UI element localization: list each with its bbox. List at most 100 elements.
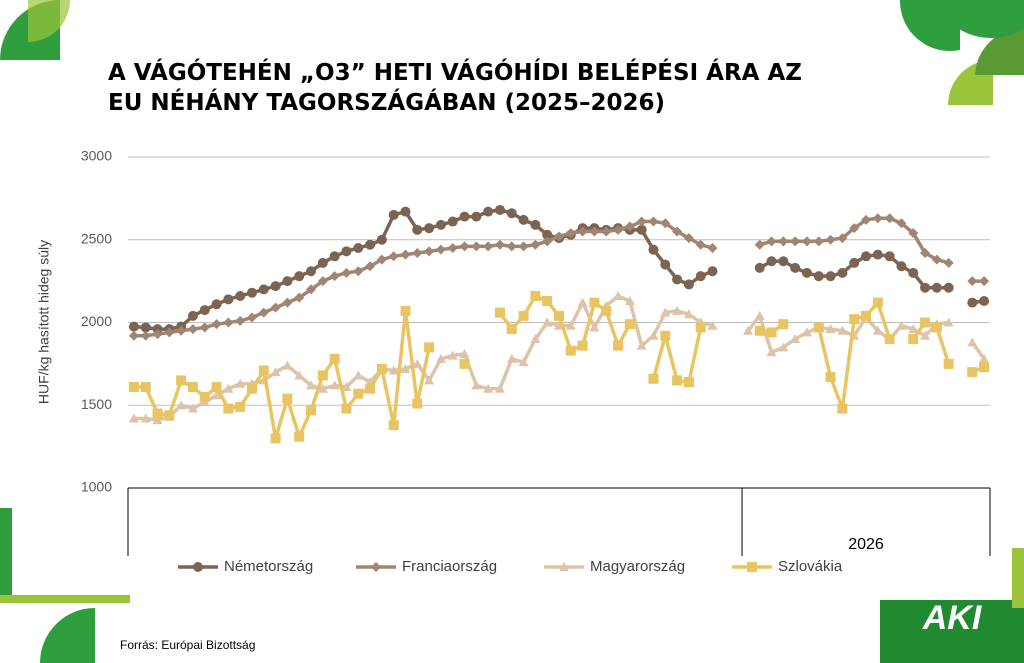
marker xyxy=(223,294,234,305)
marker xyxy=(967,276,978,287)
marker xyxy=(365,239,376,250)
marker xyxy=(837,233,848,244)
marker xyxy=(624,221,635,232)
marker xyxy=(258,284,269,295)
marker xyxy=(530,334,541,344)
marker xyxy=(246,383,257,394)
marker xyxy=(294,292,305,303)
marker xyxy=(943,257,954,268)
marker xyxy=(695,239,706,250)
marker xyxy=(518,357,529,367)
legend-marker xyxy=(193,562,203,572)
marker xyxy=(565,228,576,239)
marker xyxy=(258,307,269,318)
marker xyxy=(223,383,234,393)
marker xyxy=(648,330,659,340)
marker xyxy=(707,266,718,277)
marker xyxy=(353,243,364,254)
marker xyxy=(235,378,246,388)
marker xyxy=(565,320,576,330)
marker xyxy=(648,373,659,384)
marker xyxy=(683,279,694,290)
marker xyxy=(589,297,600,308)
legend-marker xyxy=(559,562,569,571)
marker xyxy=(613,224,624,235)
marker xyxy=(660,259,671,270)
marker xyxy=(861,214,872,225)
marker xyxy=(494,383,505,393)
marker xyxy=(317,276,328,287)
marker xyxy=(672,226,683,237)
marker xyxy=(270,302,281,313)
marker xyxy=(837,403,848,414)
marker xyxy=(388,365,399,375)
marker xyxy=(365,261,376,272)
marker xyxy=(542,295,553,306)
marker xyxy=(778,256,789,267)
marker xyxy=(849,223,860,234)
marker xyxy=(388,420,399,431)
marker xyxy=(707,320,718,330)
marker xyxy=(459,348,470,358)
marker xyxy=(424,223,435,234)
marker xyxy=(246,287,257,298)
marker xyxy=(459,211,470,222)
marker xyxy=(435,353,446,363)
marker xyxy=(565,345,576,356)
chart-title: A VÁGÓTEHÉN „O3” HETI VÁGÓHÍDI BELÉPÉSI … xyxy=(108,58,802,86)
marker xyxy=(754,239,765,250)
marker xyxy=(317,257,328,268)
marker xyxy=(176,375,187,386)
marker xyxy=(483,383,494,393)
marker xyxy=(282,393,293,404)
marker xyxy=(648,216,659,227)
marker xyxy=(825,234,836,245)
marker xyxy=(152,329,163,340)
chart-title: EU NÉHÁNY TAGORSZÁGÁBAN (2025–2026) xyxy=(108,88,665,116)
marker xyxy=(199,322,210,333)
marker xyxy=(754,262,765,273)
marker xyxy=(376,363,387,374)
marker xyxy=(931,282,942,293)
marker xyxy=(388,209,399,220)
marker xyxy=(211,382,222,393)
marker xyxy=(435,244,446,255)
marker xyxy=(920,330,931,340)
marker xyxy=(908,334,919,345)
marker xyxy=(589,226,600,237)
marker xyxy=(872,325,883,335)
marker xyxy=(884,213,895,224)
marker xyxy=(801,327,812,337)
marker xyxy=(329,353,340,364)
marker xyxy=(861,310,872,321)
group-label: 2026 xyxy=(848,536,884,553)
marker xyxy=(979,362,990,373)
marker xyxy=(542,317,553,327)
marker xyxy=(447,350,458,360)
marker xyxy=(849,257,860,268)
marker xyxy=(400,305,411,316)
marker xyxy=(896,261,907,272)
marker xyxy=(778,319,789,330)
marker xyxy=(931,254,942,265)
marker xyxy=(589,322,600,332)
marker xyxy=(329,380,340,390)
y-axis-label: HUF/kg hasított hideg súly xyxy=(36,240,52,404)
marker xyxy=(601,305,612,316)
legend-label: Németország xyxy=(224,558,313,575)
marker xyxy=(813,322,824,333)
marker xyxy=(412,247,423,258)
marker xyxy=(471,380,482,390)
marker xyxy=(282,276,293,287)
marker xyxy=(672,305,683,315)
marker xyxy=(542,236,553,247)
marker xyxy=(861,251,872,262)
marker xyxy=(790,262,801,273)
marker xyxy=(683,377,694,388)
marker xyxy=(317,370,328,381)
marker xyxy=(754,325,765,336)
marker xyxy=(931,322,942,333)
marker xyxy=(530,239,541,250)
marker xyxy=(223,317,234,328)
